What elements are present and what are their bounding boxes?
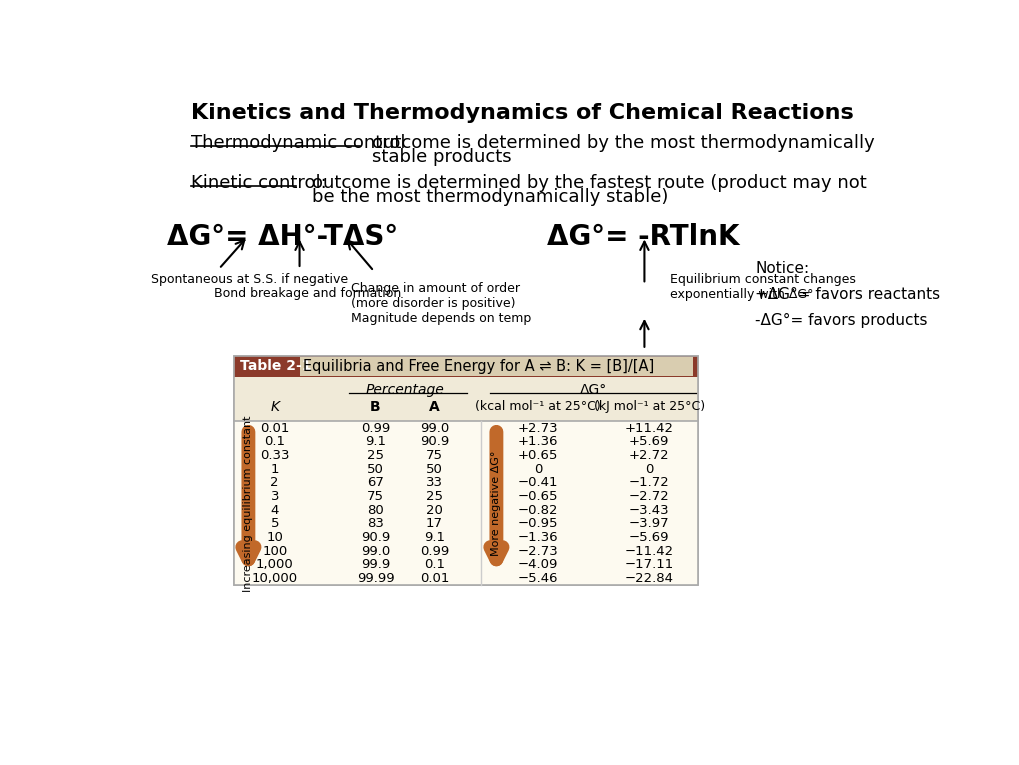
Text: ΔG°= -RTlnK: ΔG°= -RTlnK bbox=[546, 223, 739, 251]
Text: 9.1: 9.1 bbox=[424, 531, 444, 544]
Text: −0.82: −0.82 bbox=[518, 503, 558, 516]
Text: −5.69: −5.69 bbox=[628, 531, 668, 544]
Text: Equilibrium constant changes
exponentially with ΔG°: Equilibrium constant changes exponential… bbox=[669, 273, 855, 301]
Text: 0.1: 0.1 bbox=[424, 558, 444, 571]
Text: −22.84: −22.84 bbox=[624, 572, 673, 585]
Text: −1.72: −1.72 bbox=[628, 477, 668, 490]
Text: −2.73: −2.73 bbox=[518, 545, 558, 558]
Text: 75: 75 bbox=[426, 449, 442, 462]
Text: 50: 50 bbox=[367, 463, 383, 476]
Text: Kinetics and Thermodynamics of Chemical Reactions: Kinetics and Thermodynamics of Chemical … bbox=[192, 103, 853, 123]
Text: −11.42: −11.42 bbox=[624, 545, 673, 558]
Text: 100: 100 bbox=[262, 545, 287, 558]
Text: 0.1: 0.1 bbox=[264, 435, 285, 448]
Text: −1.36: −1.36 bbox=[518, 531, 558, 544]
Text: 25: 25 bbox=[367, 449, 383, 462]
Text: 17: 17 bbox=[426, 517, 442, 530]
Text: Bond breakage and formation: Bond breakage and formation bbox=[214, 287, 401, 300]
Text: be the most thermodynamically stable): be the most thermodynamically stable) bbox=[312, 188, 667, 206]
Text: 20: 20 bbox=[426, 503, 442, 516]
Text: Equilibria and Free Energy for A ⇌ B: K = [B]/[A]: Equilibria and Free Energy for A ⇌ B: K … bbox=[303, 359, 653, 374]
Text: K: K bbox=[270, 400, 279, 414]
Text: −17.11: −17.11 bbox=[624, 558, 673, 571]
Text: +5.69: +5.69 bbox=[629, 435, 668, 448]
Bar bbox=[234, 356, 697, 376]
Text: 0.01: 0.01 bbox=[260, 422, 289, 435]
Text: −0.65: −0.65 bbox=[518, 490, 558, 503]
Text: 10,000: 10,000 bbox=[252, 572, 298, 585]
Text: −3.97: −3.97 bbox=[628, 517, 668, 530]
Text: Change in amount of order
(more disorder is positive)
Magnitude depends on temp: Change in amount of order (more disorder… bbox=[351, 282, 531, 325]
Text: ΔG°= ΔH°-TΔS°: ΔG°= ΔH°-TΔS° bbox=[167, 223, 397, 251]
Text: Kinetic control:: Kinetic control: bbox=[191, 174, 326, 192]
Text: More negative ΔG°: More negative ΔG° bbox=[491, 451, 501, 556]
Bar bbox=[234, 376, 697, 422]
Text: 0.99: 0.99 bbox=[361, 422, 389, 435]
Text: 1,000: 1,000 bbox=[256, 558, 293, 571]
Text: (kcal mol⁻¹ at 25°C): (kcal mol⁻¹ at 25°C) bbox=[475, 400, 600, 413]
Text: 90.9: 90.9 bbox=[420, 435, 448, 448]
Text: Percentage: Percentage bbox=[365, 382, 444, 397]
Text: +2.73: +2.73 bbox=[518, 422, 558, 435]
Text: ΔG°: ΔG° bbox=[580, 382, 606, 397]
Text: 80: 80 bbox=[367, 503, 383, 516]
Text: +2.72: +2.72 bbox=[628, 449, 668, 462]
Text: −5.46: −5.46 bbox=[518, 572, 558, 585]
Text: 10: 10 bbox=[266, 531, 283, 544]
Text: 83: 83 bbox=[367, 517, 383, 530]
Text: 75: 75 bbox=[367, 490, 383, 503]
Text: 4: 4 bbox=[270, 503, 278, 516]
Text: 3: 3 bbox=[270, 490, 279, 503]
Text: +1.36: +1.36 bbox=[518, 435, 558, 448]
Text: Increasing equilibrium constant: Increasing equilibrium constant bbox=[244, 415, 253, 591]
Text: Thermodynamic control: Thermodynamic control bbox=[191, 134, 406, 152]
Text: −4.09: −4.09 bbox=[518, 558, 557, 571]
Text: 67: 67 bbox=[367, 477, 383, 490]
Text: (kJ mol⁻¹ at 25°C): (kJ mol⁻¹ at 25°C) bbox=[593, 400, 704, 413]
Text: 0.99: 0.99 bbox=[420, 545, 448, 558]
Text: −3.43: −3.43 bbox=[628, 503, 668, 516]
Text: 0: 0 bbox=[534, 463, 542, 476]
Text: 99.0: 99.0 bbox=[361, 545, 389, 558]
Text: 5: 5 bbox=[270, 517, 279, 530]
Text: 0.01: 0.01 bbox=[419, 572, 448, 585]
Text: 33: 33 bbox=[426, 477, 442, 490]
Text: A: A bbox=[429, 400, 439, 414]
Text: 0: 0 bbox=[644, 463, 652, 476]
Text: 99.0: 99.0 bbox=[420, 422, 448, 435]
Text: 50: 50 bbox=[426, 463, 442, 476]
Text: 2: 2 bbox=[270, 477, 279, 490]
Text: Spontaneous at S.S. if negative: Spontaneous at S.S. if negative bbox=[151, 273, 347, 286]
Text: Notice:
+ΔG°= favors reactants
-ΔG°= favors products: Notice: +ΔG°= favors reactants -ΔG°= fav… bbox=[754, 261, 940, 328]
Text: 0.33: 0.33 bbox=[260, 449, 289, 462]
Text: +11.42: +11.42 bbox=[624, 422, 673, 435]
Text: −2.72: −2.72 bbox=[628, 490, 668, 503]
Text: Table 2-1: Table 2-1 bbox=[239, 360, 311, 373]
Text: B: B bbox=[370, 400, 380, 414]
Text: outcome is determined by the fastest route (product may not: outcome is determined by the fastest rou… bbox=[312, 174, 866, 192]
Text: −0.95: −0.95 bbox=[518, 517, 558, 530]
Text: +0.65: +0.65 bbox=[518, 449, 557, 462]
Text: 9.1: 9.1 bbox=[365, 435, 385, 448]
Text: 90.9: 90.9 bbox=[361, 531, 389, 544]
Text: stable products: stable products bbox=[371, 148, 511, 166]
Text: outcome is determined by the most thermodynamically: outcome is determined by the most thermo… bbox=[371, 134, 873, 152]
Bar bbox=[300, 356, 693, 376]
Text: 25: 25 bbox=[426, 490, 442, 503]
Bar bbox=[234, 356, 697, 585]
Text: −0.41: −0.41 bbox=[518, 477, 558, 490]
Text: 1: 1 bbox=[270, 463, 279, 476]
Bar bbox=[234, 356, 697, 585]
Bar bbox=[234, 422, 697, 585]
Text: 99.99: 99.99 bbox=[357, 572, 394, 585]
Text: 99.9: 99.9 bbox=[361, 558, 389, 571]
